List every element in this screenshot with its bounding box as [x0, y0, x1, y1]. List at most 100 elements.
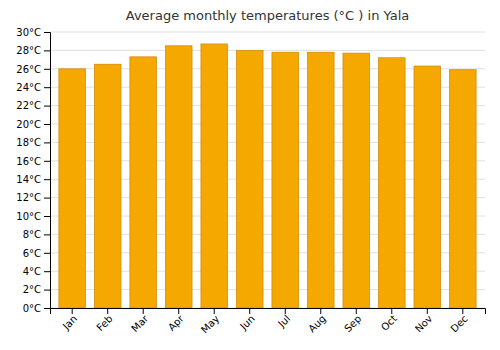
tick: Nov	[413, 308, 435, 335]
tick-mark	[285, 308, 286, 314]
tick: 6°C	[23, 248, 50, 259]
tick-label: Jul	[275, 313, 292, 330]
tick-mark	[44, 234, 50, 235]
bar	[130, 57, 157, 308]
tick-label: 14°C	[16, 174, 41, 185]
tick-mark	[178, 308, 179, 314]
bar	[201, 44, 228, 308]
tick-label: Sep	[342, 313, 363, 334]
tick: Jan	[60, 308, 79, 332]
tick-label: 22°C	[16, 100, 41, 111]
tick-mark	[44, 290, 50, 291]
tick-label: Apr	[166, 312, 187, 333]
tick: 16°C	[16, 156, 50, 167]
tick: 4°C	[23, 266, 50, 277]
tick: 22°C	[16, 100, 50, 111]
tick-label: 10°C	[16, 211, 41, 222]
tick-mark	[44, 87, 50, 88]
tick-mark	[44, 69, 50, 70]
bar	[414, 66, 441, 308]
tick-mark	[462, 308, 463, 314]
tick-mark	[107, 308, 108, 314]
tick: 18°C	[16, 137, 50, 148]
tick-label: Dec	[448, 313, 469, 334]
tick-label: 20°C	[16, 119, 41, 130]
tick: Jun	[237, 308, 257, 332]
tick: Dec	[448, 308, 469, 334]
tick: 2°C	[23, 284, 50, 295]
tick: 0°C	[23, 303, 50, 314]
tick-mark	[143, 308, 144, 314]
grid-line	[50, 50, 485, 51]
bar	[236, 50, 263, 308]
tick-label: Nov	[413, 313, 435, 335]
tick-mark	[356, 308, 357, 314]
bar	[94, 64, 121, 308]
tick: 30°C	[16, 27, 50, 38]
tick: Aug	[306, 308, 328, 335]
tick-label: 30°C	[16, 27, 41, 38]
tick-mark	[44, 106, 50, 107]
tick: Mar	[129, 308, 151, 334]
tick: 20°C	[16, 119, 50, 130]
chart: 0°C 2°C 4°C 6°C 8°C 10°C 12°C 14°C 16°C 18°C 20°C 2…	[0, 0, 500, 350]
tick-mark	[44, 216, 50, 217]
grid-line	[50, 32, 485, 33]
plot-area	[59, 44, 476, 308]
tick: May	[199, 308, 221, 335]
tick-label: 2°C	[23, 284, 41, 295]
tick-label: 12°C	[16, 192, 41, 203]
tick-label: 6°C	[23, 248, 41, 259]
tick: Sep	[342, 308, 363, 334]
tick: 8°C	[23, 229, 50, 240]
tick-label: May	[199, 313, 221, 335]
tick-mark	[72, 308, 73, 314]
title: Average monthly temperatures (°C ) in Ya…	[126, 8, 409, 23]
tick: 26°C	[16, 64, 50, 75]
tick-mark	[391, 308, 392, 314]
tick-mark	[249, 308, 250, 314]
axis-line	[44, 33, 51, 309]
grid	[50, 32, 485, 308]
tick-mark	[427, 308, 428, 314]
bar	[449, 70, 476, 308]
tick: Apr	[166, 308, 187, 333]
tick-mark	[44, 142, 50, 143]
tick: 28°C	[16, 45, 50, 56]
y-axis: 0°C 2°C 4°C 6°C 8°C 10°C 12°C 14°C 16°C 18°C 20°C 2…	[16, 27, 50, 314]
tick-mark	[44, 308, 50, 309]
tick-label: Feb	[94, 313, 114, 333]
tick-label: Oct	[379, 313, 399, 333]
tick: 24°C	[16, 82, 50, 93]
tick-label: 16°C	[16, 156, 41, 167]
tick-mark	[44, 50, 50, 51]
tick: 12°C	[16, 192, 50, 203]
tick-label: 4°C	[23, 266, 41, 277]
tick-mark	[44, 253, 50, 254]
tick-label: Jan	[60, 313, 79, 332]
bar	[272, 52, 299, 308]
tick-mark	[44, 271, 50, 272]
bar	[343, 53, 370, 308]
bar	[307, 52, 334, 308]
tick-mark	[44, 198, 50, 199]
tick-mark	[44, 32, 50, 33]
tick-mark	[214, 308, 215, 314]
tick: Oct	[379, 308, 399, 333]
tick-label: 26°C	[16, 64, 41, 75]
tick-label: Jun	[237, 313, 257, 333]
bar	[378, 58, 405, 308]
tick-label: Mar	[129, 312, 151, 334]
tick-mark	[44, 124, 50, 125]
tick-label: 18°C	[16, 137, 41, 148]
tick: Jul	[275, 308, 292, 330]
tick-mark	[44, 179, 50, 180]
tick-label: 28°C	[16, 45, 41, 56]
tick-mark	[320, 308, 321, 314]
tick: 10°C	[16, 211, 50, 222]
x-axis: Jan Feb Mar Apr May Jun Jul Aug Sep Oct Nov Dec	[51, 308, 486, 335]
axis-line	[51, 309, 486, 315]
tick-label: Aug	[306, 313, 328, 335]
tick: 14°C	[16, 174, 50, 185]
tick-label: 0°C	[23, 303, 41, 314]
